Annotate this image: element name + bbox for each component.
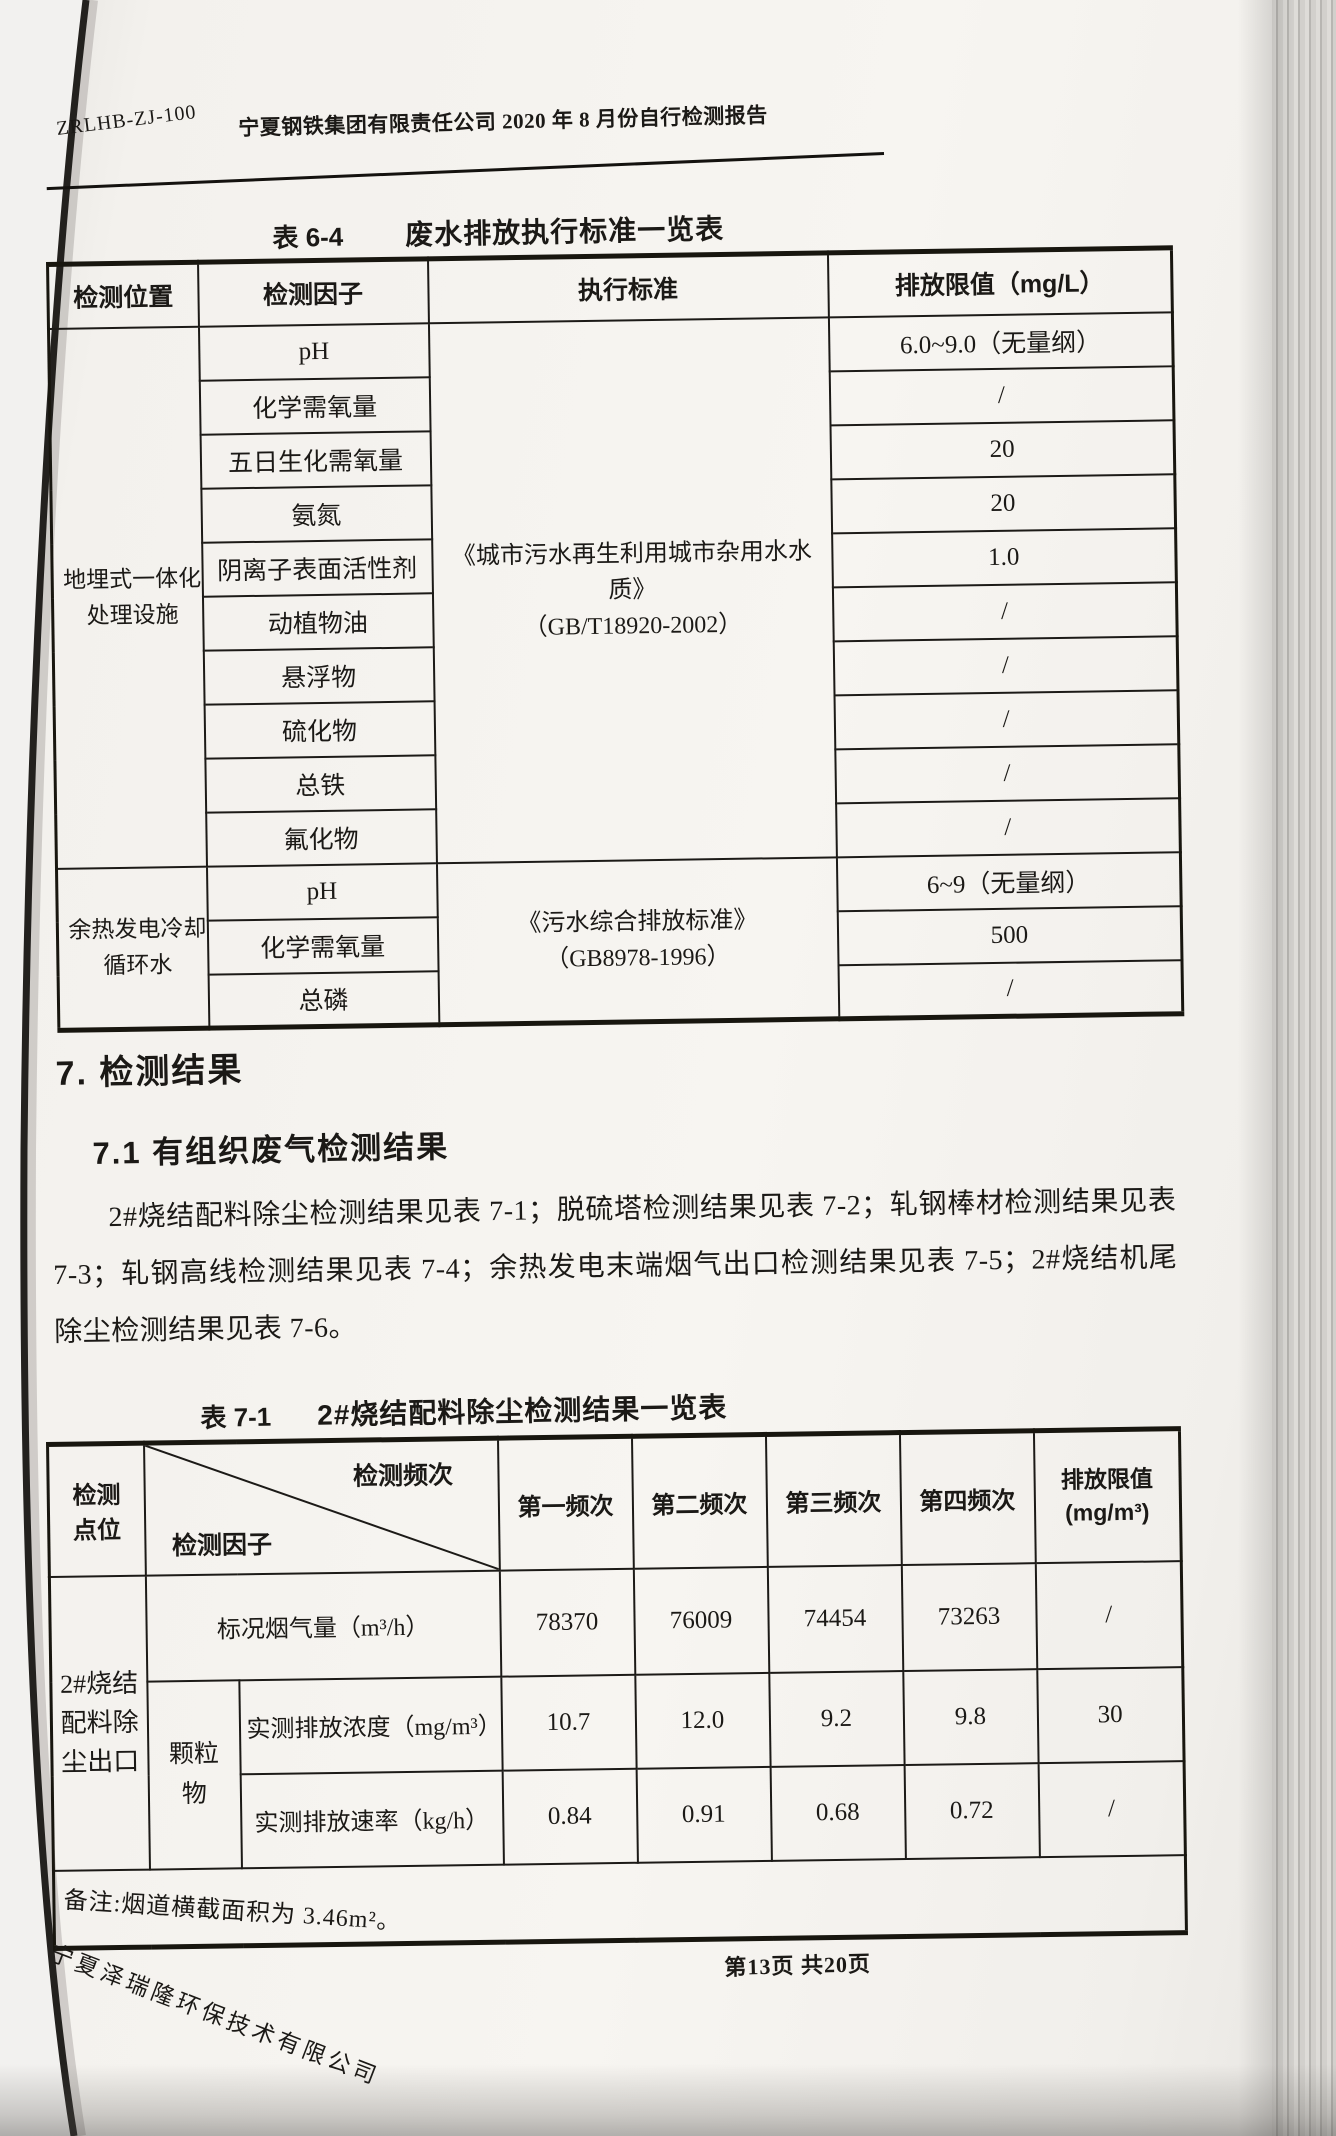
factor-cell: 阴离子表面活性剂 — [201, 538, 433, 597]
factor-cell: 总铁 — [204, 754, 436, 813]
value-cell: 12.0 — [634, 1672, 771, 1769]
factor-cell: 氟化物 — [205, 808, 437, 867]
col-header-location: 检测位置 — [47, 262, 199, 329]
value-cell: 0.72 — [904, 1762, 1040, 1859]
value-cell: 73263 — [901, 1562, 1037, 1671]
page-stack-edge — [1272, 0, 1336, 2136]
limit-cell: 500 — [837, 905, 1182, 965]
location-text: 地埋式一体化处理设施 — [62, 565, 202, 628]
standard-cell: 《污水综合排放标准》 （GB8978-1996） — [436, 856, 839, 1025]
footer-company: 宁夏泽瑞隆环保技术有限公司 — [46, 1940, 384, 2090]
limit-cell: / — [833, 635, 1178, 695]
table-7-1-title: 2#烧结配料除尘检测结果一览表 — [316, 1391, 728, 1431]
col-header-factor: 检测因子 — [197, 258, 429, 327]
factor-cell: 实测排放浓度（mg/m³） — [238, 1676, 503, 1774]
corner-top-label: 检测频次 — [352, 1461, 454, 1491]
limit-cell: 30 — [1036, 1666, 1185, 1763]
factor-cell: pH — [198, 322, 430, 381]
diagonal-line — [145, 1441, 499, 1574]
freq-header-cell: 第三频次 — [765, 1432, 902, 1567]
point-text: 2#烧结配料除尘出口 — [59, 1668, 140, 1777]
section-7-heading: 7. 检测结果 — [55, 1051, 244, 1093]
limit-cell: 1.0 — [831, 527, 1177, 587]
freq-header-cell: 第二频次 — [631, 1434, 768, 1569]
header-rule — [46, 152, 885, 191]
standard-code: （GB8978-1996） — [545, 943, 731, 973]
location-text: 余热发电冷却循环水 — [68, 915, 207, 978]
value-cell: 74454 — [767, 1564, 903, 1673]
point-header-text: 检测点位 — [72, 1482, 122, 1545]
limit-header-cell: 排放限值 (mg/m³) — [1033, 1428, 1182, 1563]
factor-cell: 五日生化需氧量 — [200, 430, 431, 489]
factor-cell: 悬浮物 — [203, 646, 435, 705]
value-cell: 9.2 — [768, 1670, 905, 1767]
value-cell: 10.7 — [500, 1674, 637, 1771]
table-6-4-title: 废水排放执行标准一览表 — [404, 213, 725, 251]
value-cell: 0.68 — [770, 1764, 906, 1861]
location-cell: 余热发电冷却循环水 — [56, 866, 209, 1031]
limit-cell: / — [1035, 1560, 1183, 1669]
header-doc-code: ZRLHB-ZJ-100 — [55, 101, 198, 141]
footer-page-number: 第13页 共20页 — [724, 1951, 872, 1980]
factor-cell: 化学需氧量 — [199, 376, 431, 435]
col-header-standard: 执行标准 — [427, 252, 829, 323]
results-paragraph: 2#烧结配料除尘检测结果见表 7-1；脱硫塔检测结果见表 7-2；轧钢棒材检测结… — [53, 1185, 1178, 1348]
table-6-4-label: 表 6-4 — [272, 221, 344, 253]
diagonal-header-cell: 检测频次 检测因子 — [143, 1438, 500, 1576]
limit-header-line1: 排放限值 — [1060, 1465, 1154, 1493]
factor-cell: 化学需氧量 — [207, 916, 439, 975]
standard-cell: 《城市污水再生利用城市杂用水水质》 （GB/T18920-2002） — [428, 316, 837, 863]
corner-bottom-label: 检测因子 — [171, 1530, 273, 1560]
factor-cell: 标况烟气量（m³/h） — [145, 1570, 501, 1682]
table-7-1-caption: 表 7-1 2#烧结配料除尘检测结果一览表 — [200, 1386, 728, 1436]
table-7-1: 检测点位 检测频次 检测因子 第一频次 第二频次 第三频次 第四频次 排放限值 … — [46, 1426, 1188, 1951]
factor-cell: 动植物油 — [202, 592, 434, 651]
value-cell: 78370 — [499, 1568, 635, 1677]
table-7-1-label: 表 7-1 — [200, 1401, 272, 1433]
pollutant-cell: 颗粒物 — [146, 1679, 242, 1870]
location-cell: 地埋式一体化处理设施 — [48, 326, 207, 869]
limit-cell: / — [834, 689, 1179, 749]
standard-name: 《污水综合排放标准》 — [517, 907, 758, 937]
pollutant-text: 颗粒物 — [168, 1740, 220, 1808]
note-text: 备注:烟道横截面积为 3.46m²。 — [62, 1887, 403, 1936]
page-right-shadow — [1238, 0, 1272, 2136]
standard-name: 《城市污水再生利用城市杂用水水质》 — [451, 538, 813, 604]
factor-cell: 实测排放速率（kg/h） — [240, 1770, 504, 1868]
limit-cell: 6~9（无量纲） — [836, 851, 1182, 911]
factor-cell: 硫化物 — [204, 700, 435, 759]
limit-cell: / — [835, 797, 1181, 857]
limit-cell: 20 — [830, 473, 1176, 533]
limit-cell: 6.0~9.0（无量纲） — [828, 311, 1174, 371]
section-7-1-heading: 7.1 有组织废气检测结果 — [92, 1129, 450, 1171]
standard-code: （GB/T18920-2002） — [523, 611, 743, 641]
point-header-cell: 检测点位 — [47, 1443, 146, 1577]
freq-header-cell: 第一频次 — [497, 1436, 634, 1571]
col-header-limit: 排放限值（mg/L） — [827, 247, 1173, 317]
note-cell: 备注:烟道横截面积为 3.46m²。 — [53, 1854, 1187, 1948]
limit-cell: / — [829, 365, 1174, 425]
limit-cell: / — [832, 581, 1178, 641]
limit-cell: / — [1038, 1760, 1186, 1857]
point-cell: 2#烧结配料除尘出口 — [49, 1575, 150, 1871]
limit-header-line2: (mg/m³) — [1064, 1498, 1150, 1527]
value-cell: 9.8 — [902, 1668, 1039, 1765]
table-6-4: 检测位置 检测因子 执行标准 排放限值（mg/L） 地埋式一体化处理设施 pH … — [46, 245, 1185, 1033]
factor-cell: pH — [206, 862, 438, 921]
limit-cell: / — [838, 959, 1183, 1019]
table-6-4-caption: 表 6-4 废水排放执行标准一览表 — [272, 207, 725, 256]
value-cell: 76009 — [633, 1566, 769, 1675]
freq-header-cell: 第四频次 — [899, 1430, 1036, 1565]
value-cell: 0.84 — [502, 1768, 638, 1865]
value-cell: 0.91 — [636, 1766, 772, 1863]
report-header-title: 宁夏钢铁集团有限责任公司 2020 年 8 月份自行检测报告 — [238, 103, 769, 140]
limit-cell: / — [834, 743, 1180, 803]
limit-cell: 20 — [830, 419, 1175, 479]
factor-cell: 总磷 — [208, 970, 439, 1029]
factor-cell: 氨氮 — [200, 484, 432, 543]
